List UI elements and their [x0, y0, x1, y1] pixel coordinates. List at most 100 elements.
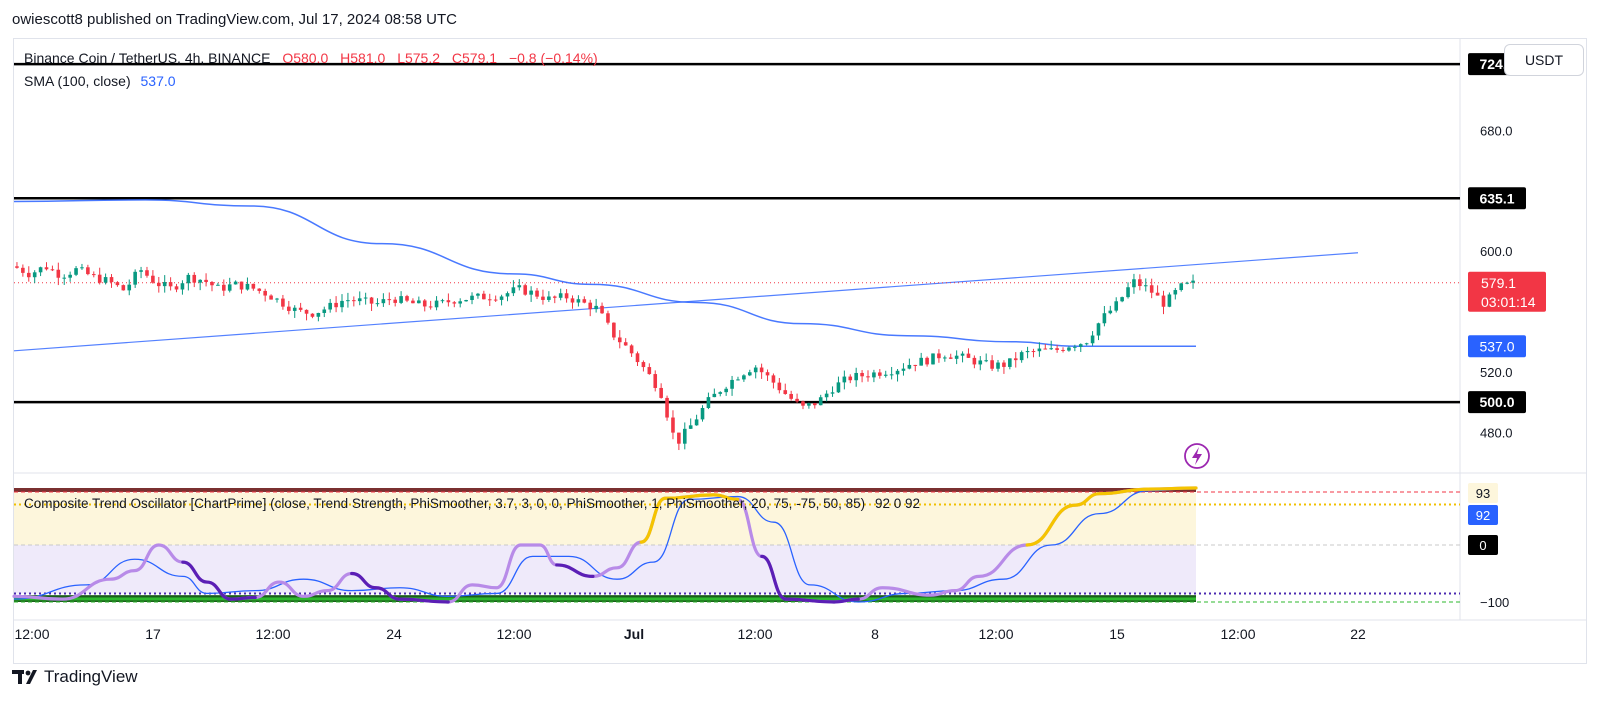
candle-body: [482, 293, 486, 300]
candle: [878, 369, 882, 379]
time-tick-label: 15: [1109, 626, 1125, 642]
candle-body: [1037, 348, 1042, 352]
price-tick-label: 480.0: [1480, 425, 1513, 440]
candle-body: [1132, 279, 1136, 288]
chart-legend: Binance Coin / TetherUS, 4h, BINANCE O58…: [24, 48, 598, 94]
candle-body: [493, 299, 498, 301]
candle: [517, 279, 522, 291]
candle: [1037, 342, 1042, 357]
candle-body: [1114, 301, 1119, 311]
candle-body: [133, 271, 137, 285]
osc-label-92-text: 92: [1476, 508, 1490, 523]
candle-body: [411, 300, 415, 304]
candle-body: [381, 299, 386, 304]
time-tick-label: Jul: [624, 626, 644, 642]
sma-label[interactable]: SMA (100, close): [24, 73, 131, 89]
candle-body: [1185, 282, 1189, 284]
candle-body: [535, 290, 539, 297]
candle-body: [801, 401, 805, 406]
price-tick-label: 600.0: [1480, 244, 1513, 259]
candle: [440, 298, 445, 304]
osc-segment-bullish: [639, 493, 740, 544]
candle-body: [304, 309, 309, 314]
candle-body: [671, 417, 675, 433]
candle-body: [192, 274, 197, 283]
candle: [109, 274, 114, 288]
oscillator-title-values: 92 0 92: [874, 496, 920, 511]
candle-body: [1179, 283, 1184, 291]
osc-label-93-text: 93: [1476, 486, 1490, 501]
candle-body: [813, 403, 817, 406]
candle-body: [38, 267, 43, 273]
candle: [86, 264, 90, 276]
candle: [145, 266, 149, 278]
candle: [954, 350, 959, 365]
candle-body: [931, 353, 935, 365]
candle: [765, 369, 770, 381]
candle: [600, 302, 604, 314]
candle: [1049, 340, 1054, 350]
candle-body: [151, 275, 155, 283]
candle: [80, 263, 84, 270]
candle: [115, 281, 120, 287]
candle-body: [74, 268, 78, 275]
candle-body: [227, 284, 232, 291]
candle-body: [647, 367, 652, 375]
candle-body: [712, 393, 717, 398]
candle: [269, 294, 273, 300]
candle-body: [334, 302, 338, 308]
candle-body: [281, 298, 285, 307]
candle-body: [1090, 335, 1095, 344]
lightning-bolt: [1192, 447, 1202, 465]
candle: [907, 358, 912, 370]
candle-body: [588, 302, 593, 310]
candle: [381, 293, 386, 307]
candle-body: [263, 290, 267, 296]
candle-body: [753, 367, 758, 373]
candle-body: [570, 298, 575, 303]
candle: [771, 373, 776, 389]
currency-button[interactable]: USDT: [1504, 44, 1584, 76]
candle: [139, 266, 143, 279]
candle: [334, 296, 338, 313]
osc-segment-bearish: [181, 560, 257, 601]
candle-body: [1025, 351, 1030, 353]
candle-body: [954, 355, 959, 359]
candle: [724, 386, 728, 396]
candle-body: [878, 372, 882, 376]
candle: [393, 296, 397, 307]
candle-body: [310, 313, 315, 317]
candle-body: [700, 407, 705, 420]
candle: [712, 388, 717, 398]
candle: [328, 298, 332, 313]
candle: [996, 359, 1000, 372]
candle-body: [15, 266, 19, 268]
candle-body: [1120, 297, 1124, 302]
candle-body: [62, 277, 67, 279]
candle-body: [612, 322, 616, 338]
candle: [576, 295, 581, 307]
candle: [499, 294, 504, 306]
candle: [913, 364, 918, 372]
candle: [56, 262, 61, 286]
sma-price-label: 537.0: [1468, 335, 1526, 358]
candle-body: [257, 288, 262, 291]
candle-body: [830, 392, 835, 394]
osc-segment-bearish: [760, 554, 860, 604]
candle: [1067, 346, 1071, 352]
symbol-label[interactable]: Binance Coin / TetherUS, 4h, BINANCE: [24, 50, 271, 66]
candle-body: [836, 382, 841, 393]
candle: [718, 391, 723, 397]
candle: [1191, 274, 1195, 289]
candle: [476, 292, 480, 299]
candle: [62, 274, 67, 285]
candle: [747, 369, 752, 377]
candle-body: [1013, 358, 1018, 361]
candle-body: [795, 398, 799, 402]
candle: [736, 376, 740, 381]
candle: [198, 279, 202, 291]
candle-body: [901, 368, 906, 371]
tradingview-brand[interactable]: TradingView: [12, 666, 138, 688]
candle-body: [948, 357, 953, 359]
